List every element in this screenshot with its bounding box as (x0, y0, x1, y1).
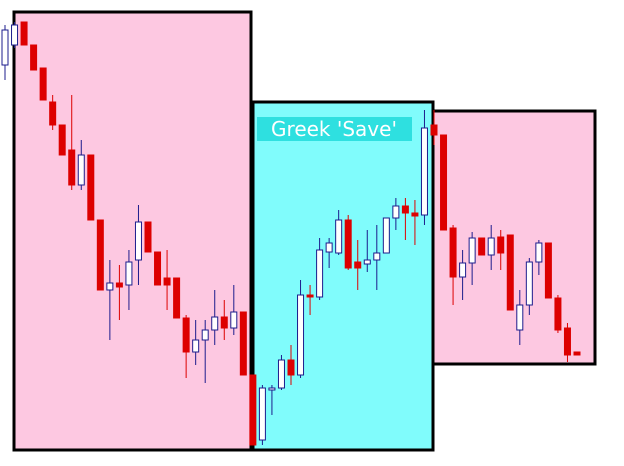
candle-body (306, 294, 314, 298)
candle-body (220, 316, 228, 329)
candle-body (77, 154, 85, 186)
candle-body (411, 212, 419, 217)
candle-body (249, 374, 257, 446)
candle-body (363, 259, 371, 265)
candle-body (468, 237, 476, 264)
candle-body (287, 359, 295, 376)
candle-body (535, 242, 543, 263)
candle-body (525, 261, 533, 306)
candle-body (20, 21, 28, 46)
candle-body (506, 234, 514, 311)
candle-body (230, 311, 238, 329)
candle-body (258, 387, 266, 441)
zone-left (12, 10, 253, 452)
candle-body (277, 359, 285, 389)
candle-body (392, 205, 400, 219)
candle-body (125, 261, 133, 286)
candle-body (115, 282, 123, 288)
candle-body (154, 251, 162, 286)
candle-body (173, 277, 181, 319)
candle-body (430, 124, 438, 136)
candle-body (573, 351, 581, 356)
candle-body (201, 329, 209, 341)
candle-body (449, 227, 457, 278)
candle-body (344, 219, 352, 269)
candle-body (382, 217, 390, 254)
candle-body (373, 252, 381, 261)
candle-body (134, 221, 142, 261)
annotation: Greek 'Save' (271, 117, 397, 141)
candle-body (30, 44, 38, 71)
candle-body (563, 327, 571, 356)
candle-body (58, 124, 66, 156)
candle-body (554, 297, 562, 331)
candle-body (182, 317, 190, 353)
candle-body (239, 311, 247, 376)
zone-right (431, 109, 597, 366)
candle-body (1, 29, 9, 66)
candle-body (459, 262, 467, 278)
candle-body (487, 237, 495, 256)
candle-body (316, 249, 324, 298)
zone-middle (251, 100, 435, 452)
candle-body (297, 294, 305, 376)
candle-body (39, 67, 47, 101)
candle-body (440, 134, 448, 231)
candle-body (354, 261, 362, 269)
candle-body (68, 149, 76, 186)
candle-body (401, 205, 409, 214)
candle-body (325, 242, 333, 253)
candle-body (420, 127, 428, 216)
candle-body (335, 219, 343, 254)
candle-body (497, 236, 505, 254)
candle-body (11, 24, 19, 46)
candle-body (49, 101, 57, 126)
candle-body (544, 242, 552, 299)
annotation-box (257, 117, 412, 141)
candle-body (516, 304, 524, 331)
candle-body (87, 154, 95, 221)
candle-body (211, 316, 219, 331)
candle-body (106, 282, 114, 291)
candle-body (144, 221, 152, 253)
candle-body (268, 387, 276, 391)
candle-body (192, 339, 200, 353)
candle-body (478, 237, 486, 256)
candle-body (96, 219, 104, 291)
candle-body (163, 277, 171, 286)
